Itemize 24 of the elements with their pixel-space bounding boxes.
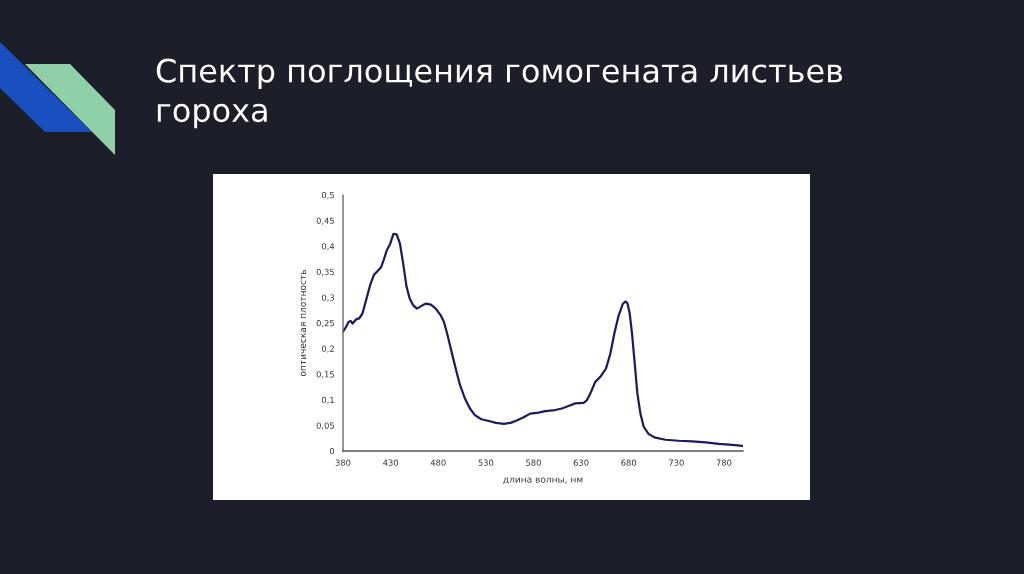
y-axis-title: оптическая плотность (300, 269, 307, 377)
y-tick-label: 0,45 (316, 217, 334, 225)
chart-title: Спектр поглощения гомогената листьев гороха (156, 58, 843, 129)
y-tick-label: 0,2 (321, 345, 334, 353)
y-tick-label: 0,3 (321, 294, 334, 302)
y-tick-label: 0,25 (316, 319, 334, 328)
x-axis-title: длина волны, нм (503, 477, 583, 484)
y-tick-label: 0,35 (316, 268, 334, 276)
y-tick-label: 0,4 (321, 243, 335, 251)
x-tick-label: 730 (669, 459, 684, 466)
line-series (343, 232, 743, 447)
x-tick-label: 680 (621, 459, 637, 466)
x-tick-label: 430 (383, 459, 399, 466)
x-tick-label: 780 (716, 459, 732, 466)
x-tick-label: 380 (335, 459, 351, 466)
y-tick-label: 0,15 (316, 371, 334, 379)
x-tick-label: 530 (478, 459, 494, 466)
y-tick-label: 0,1 (321, 396, 334, 404)
x-tick-label: 580 (526, 459, 541, 466)
y-tick-label: 0,5 (321, 191, 334, 200)
x-tick-label: 480 (430, 459, 446, 466)
x-tick-label: 630 (573, 459, 589, 466)
y-tick-label: 0 (329, 447, 335, 455)
y-tick-label: 0,05 (316, 422, 334, 430)
